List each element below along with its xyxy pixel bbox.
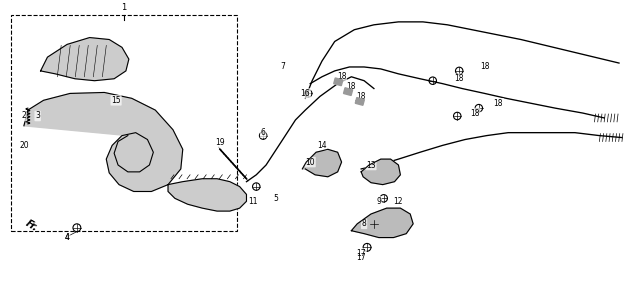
Polygon shape (302, 149, 342, 177)
Text: 18: 18 (337, 72, 346, 81)
Text: Fr.: Fr. (24, 219, 40, 234)
Text: 20: 20 (19, 141, 29, 150)
Text: 16: 16 (301, 89, 310, 98)
Text: 19: 19 (215, 138, 225, 147)
Text: 6: 6 (260, 128, 266, 137)
Text: 2: 2 (22, 112, 26, 120)
Polygon shape (24, 92, 183, 192)
Text: 18: 18 (470, 109, 479, 118)
Bar (333, 78, 343, 86)
Text: 17: 17 (356, 253, 366, 262)
Text: 5: 5 (273, 194, 278, 203)
Bar (344, 88, 353, 96)
Text: 18: 18 (347, 82, 356, 91)
Text: 4: 4 (65, 233, 70, 242)
Text: 11: 11 (248, 197, 258, 206)
Text: 9: 9 (376, 197, 381, 206)
Text: 18: 18 (356, 92, 366, 101)
Text: 7: 7 (280, 62, 285, 72)
Text: 10: 10 (305, 158, 315, 166)
Text: 4: 4 (65, 233, 70, 242)
Text: 18: 18 (480, 62, 490, 72)
Text: 17: 17 (356, 249, 366, 258)
Text: 8: 8 (362, 219, 367, 228)
Text: 18: 18 (454, 74, 464, 83)
Bar (355, 98, 364, 105)
Text: 13: 13 (366, 160, 376, 170)
Text: 1: 1 (122, 3, 127, 12)
Polygon shape (40, 37, 129, 81)
Text: 15: 15 (111, 96, 121, 105)
Text: 3: 3 (35, 112, 40, 120)
Bar (11, 15, 237, 231)
Polygon shape (361, 159, 401, 185)
Text: 12: 12 (394, 197, 403, 206)
Polygon shape (351, 208, 413, 238)
Text: 14: 14 (317, 141, 327, 150)
Polygon shape (168, 179, 246, 211)
Text: 18: 18 (493, 99, 503, 108)
